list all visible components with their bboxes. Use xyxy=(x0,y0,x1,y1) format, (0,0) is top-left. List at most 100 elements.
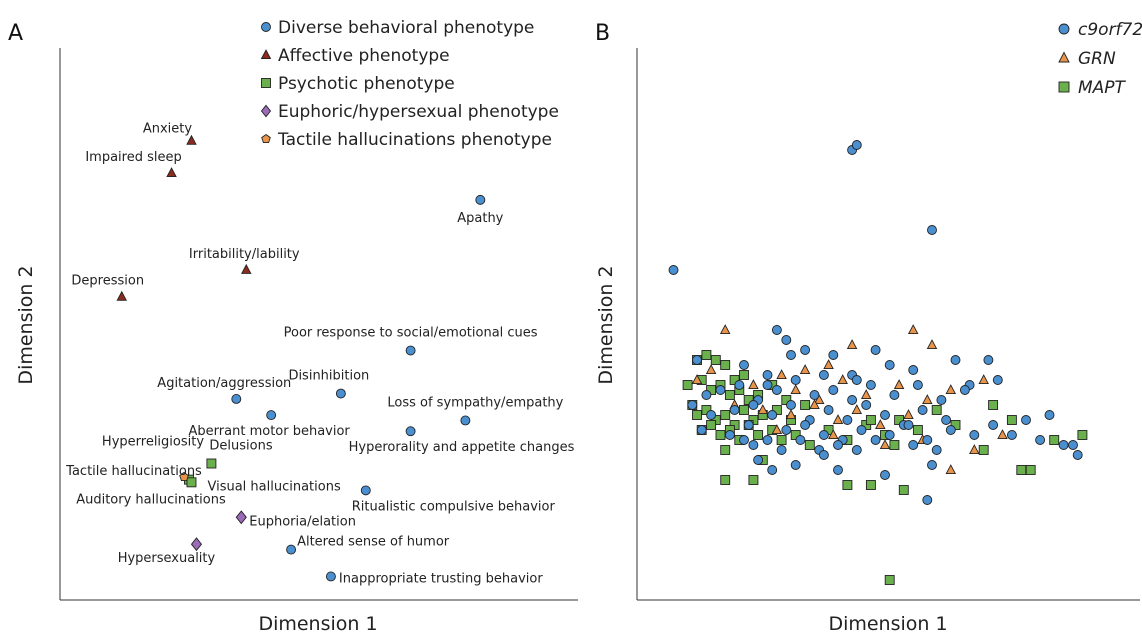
panel-b-point xyxy=(804,440,815,450)
panel-a-point-label: Aberrant motor behavior xyxy=(189,424,351,439)
panel-b-point xyxy=(927,225,937,235)
panel-b-point xyxy=(687,400,698,410)
panel-b-point xyxy=(710,355,721,365)
panel-a-legend-label: Diverse behavioral phenotype xyxy=(278,18,534,38)
panel-b-point xyxy=(776,435,787,445)
panel-b-legend-marker xyxy=(1058,51,1070,63)
panel-a-point xyxy=(405,345,416,356)
panel-a-legend-label: Affective phenotype xyxy=(278,46,450,66)
panel-b-point xyxy=(818,430,829,440)
panel-b-point xyxy=(1072,450,1083,460)
panel-b-point xyxy=(988,420,999,430)
panel-b-point xyxy=(813,394,825,405)
panel-b-point xyxy=(762,370,773,380)
panel-b-point xyxy=(739,370,749,380)
panel-b-point xyxy=(1016,465,1027,475)
panel-a-point-label: Inappropriate trusting behavior xyxy=(339,571,543,586)
panel-b-legend-label: GRN xyxy=(1078,49,1116,69)
panel-b-point xyxy=(739,405,749,415)
panel-b-point xyxy=(696,425,707,435)
panel-a-point xyxy=(231,393,242,404)
panel-b-legend-marker xyxy=(1058,23,1070,35)
panel-a-point xyxy=(360,485,371,496)
panel-b-point xyxy=(927,460,937,470)
panel-b-point xyxy=(950,355,961,365)
panel-b-point xyxy=(753,430,764,440)
panel-b-point xyxy=(724,390,735,400)
panel-b-point xyxy=(828,350,839,360)
panel-a-legend-label: Euphoric/hypersexual phenotype xyxy=(278,102,559,122)
panel-b-point xyxy=(762,380,773,390)
panel-b-point xyxy=(842,415,853,425)
panel-b-point xyxy=(1049,435,1060,445)
panel-b-point xyxy=(668,265,679,275)
panel-b-point xyxy=(748,475,759,485)
panel-a-point xyxy=(116,290,128,301)
panel-b-point xyxy=(931,405,942,415)
panel-b-point xyxy=(800,400,811,410)
panel-b-point xyxy=(865,480,876,490)
panel-b-plot xyxy=(668,140,1088,585)
panel-b-point xyxy=(945,425,956,435)
panel-b-point xyxy=(818,370,829,380)
panel-b-point xyxy=(847,395,858,405)
panel-b-point xyxy=(706,410,717,420)
panel-a-point-label: Impaired sleep xyxy=(85,150,181,165)
panel-b-x-title: Dimension 1 xyxy=(828,613,947,635)
panel-b-point xyxy=(912,380,923,390)
panel-b-point xyxy=(893,379,905,390)
panel-a-legend-marker xyxy=(261,22,271,32)
panel-b-point xyxy=(790,460,801,470)
panel-b-point xyxy=(823,359,834,370)
panel-b-point xyxy=(851,140,862,150)
panel-b-point xyxy=(776,369,787,380)
panel-b-point xyxy=(720,445,731,455)
panel-b-point xyxy=(969,444,980,455)
panel-a-point xyxy=(186,477,197,488)
panel-b-point xyxy=(889,390,900,400)
panel-b-point xyxy=(1058,440,1069,450)
panel-a-point-label: Poor response to social/emotional cues xyxy=(284,326,538,341)
panel-b-point xyxy=(851,445,862,455)
panel-b-point xyxy=(917,405,928,415)
panel-b-point xyxy=(739,360,749,370)
panel-a-legend-marker xyxy=(261,78,271,88)
panel-a-letter: A xyxy=(8,21,23,46)
panel-a-point-label: Hyperreligiosity xyxy=(102,435,204,450)
panel-b-point xyxy=(879,439,891,450)
panel-a-point-label: Visual hallucinations xyxy=(207,479,340,494)
panel-a-point-label: Apathy xyxy=(457,211,503,226)
panel-b-point xyxy=(706,420,717,430)
panel-a-point xyxy=(335,388,346,399)
panel-a-point-label: Delusions xyxy=(209,439,272,454)
panel-b-point xyxy=(959,385,970,395)
panel-a-point-label: Hyperorality and appetite changes xyxy=(349,440,575,455)
panel-b-point xyxy=(908,365,919,375)
panel-b-point xyxy=(692,410,702,420)
panel-b-point xyxy=(739,435,749,445)
panel-a-point xyxy=(235,510,247,525)
panel-b-point xyxy=(776,445,787,455)
panel-b-point xyxy=(860,389,872,400)
panel-b-point xyxy=(809,399,820,410)
panel-a-point-label: Anxiety xyxy=(143,122,193,137)
panel-a-point-label: Disinhibition xyxy=(288,369,369,384)
panel-b-point xyxy=(936,395,947,405)
panel-b-point xyxy=(748,379,759,390)
panel-a-point-label: Agitation/aggression xyxy=(157,376,291,391)
panel-b-point xyxy=(926,339,938,350)
panel-b-point xyxy=(757,404,769,415)
panel-a-point xyxy=(186,134,197,145)
panel-b-point xyxy=(997,429,1008,440)
panel-b-point xyxy=(720,410,731,420)
panel-a-y-title: Dimension 2 xyxy=(15,265,37,384)
panel-a-point-label: Altered sense of humor xyxy=(297,535,450,550)
panel-a-point-label: Hypersexuality xyxy=(118,551,216,566)
panel-b-point xyxy=(922,394,933,405)
panel-b-point xyxy=(762,435,773,445)
panel-b-point xyxy=(978,445,989,455)
panel-a-point xyxy=(179,471,189,482)
panel-b-point xyxy=(743,420,754,430)
panel-b-point xyxy=(978,374,989,385)
panel-a-point xyxy=(286,544,297,555)
